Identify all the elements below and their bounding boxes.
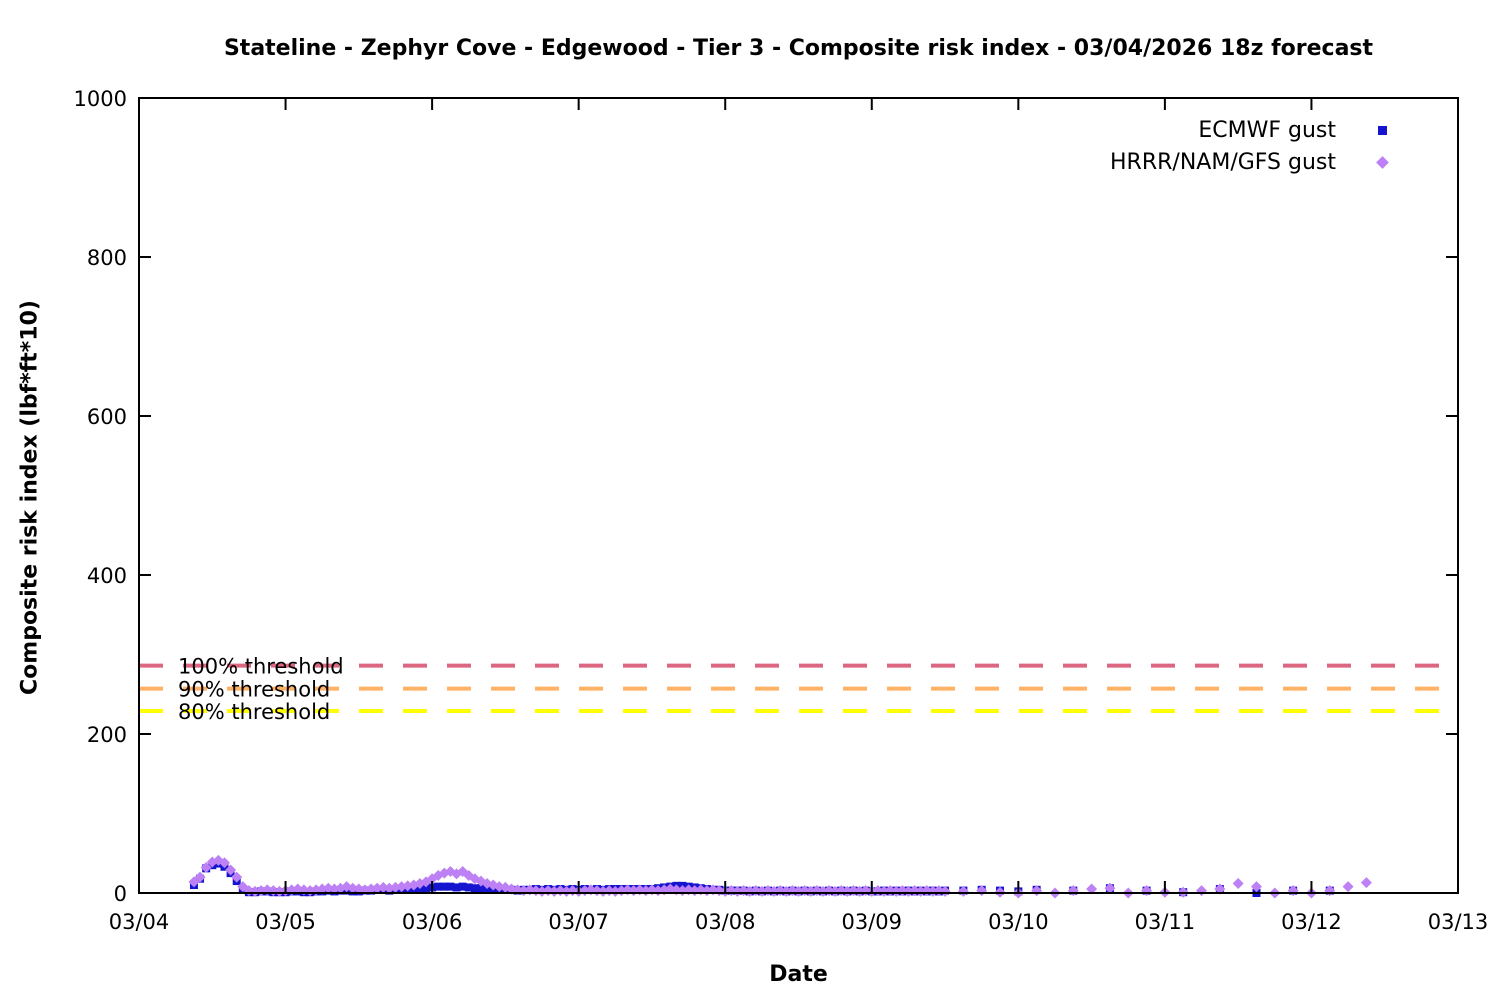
threshold-label-100: 100% threshold: [178, 655, 344, 679]
hrrr-point: [200, 862, 212, 874]
threshold-label-80: 80% threshold: [178, 700, 330, 724]
y-tick-label: 800: [87, 246, 127, 270]
hrrr-point: [249, 885, 261, 897]
hrrr-point: [1232, 877, 1244, 889]
ecmwf-point: [446, 882, 455, 891]
x-tick-label: 03/10: [988, 910, 1049, 934]
y-tick-label: 0: [114, 882, 127, 906]
ecmwf-point: [464, 883, 473, 892]
x-tick-label: 03/08: [695, 910, 756, 934]
x-tick-label: 03/07: [548, 910, 609, 934]
x-tick-label: 03/05: [255, 910, 316, 934]
legend-item-ecmwf: ECMWF gust: [1110, 114, 1400, 146]
ecmwf-point: [470, 884, 479, 893]
y-tick-label: 600: [87, 405, 127, 429]
ecmwf-point: [483, 885, 492, 894]
x-tick-label: 03/13: [1428, 910, 1489, 934]
ecmwf-point: [440, 882, 449, 891]
threshold-label-90: 90% threshold: [178, 678, 330, 702]
x-axis-label: Date: [769, 962, 828, 987]
hrrr-point: [1360, 877, 1372, 889]
x-tick-label: 03/04: [109, 910, 170, 934]
hrrr-point: [939, 885, 951, 897]
x-tick-label: 03/06: [402, 910, 463, 934]
x-tick-label: 03/12: [1281, 910, 1342, 934]
hrrr-point: [225, 864, 237, 876]
y-tick-label: 200: [87, 723, 127, 747]
ecmwf-point: [452, 883, 461, 892]
x-tick-label: 03/09: [842, 910, 903, 934]
y-tick-label: 400: [87, 564, 127, 588]
hrrr-point: [231, 871, 243, 883]
legend: ECMWF gust HRRR/NAM/GFS gust: [1110, 114, 1400, 178]
legend-label-hrrr: HRRR/NAM/GFS gust: [1110, 149, 1336, 175]
hrrr-point: [1104, 882, 1116, 894]
square-marker-icon: [1377, 125, 1387, 135]
y-tick-label: 1000: [74, 87, 127, 111]
legend-item-hrrr: HRRR/NAM/GFS gust: [1110, 146, 1400, 178]
ecmwf-point: [458, 882, 467, 891]
hrrr-point: [1342, 881, 1354, 893]
hrrr-point: [1086, 883, 1098, 895]
ecmwf-point: [476, 884, 485, 893]
hrrr-point: [194, 871, 206, 883]
legend-label-ecmwf: ECMWF gust: [1198, 117, 1336, 143]
hrrr-point: [957, 885, 969, 897]
hrrr-point: [1196, 885, 1208, 897]
ecmwf-point: [434, 882, 443, 891]
plot-border: [138, 97, 1459, 894]
hrrr-point: [1214, 883, 1226, 895]
x-tick-label: 03/11: [1135, 910, 1196, 934]
hrrr-point: [1250, 881, 1262, 893]
ecmwf-point: [422, 884, 431, 893]
diamond-marker-icon: [1375, 155, 1389, 169]
chart-title: Stateline - Zephyr Cove - Edgewood - Tie…: [223, 36, 1374, 61]
hrrr-point: [218, 857, 230, 869]
